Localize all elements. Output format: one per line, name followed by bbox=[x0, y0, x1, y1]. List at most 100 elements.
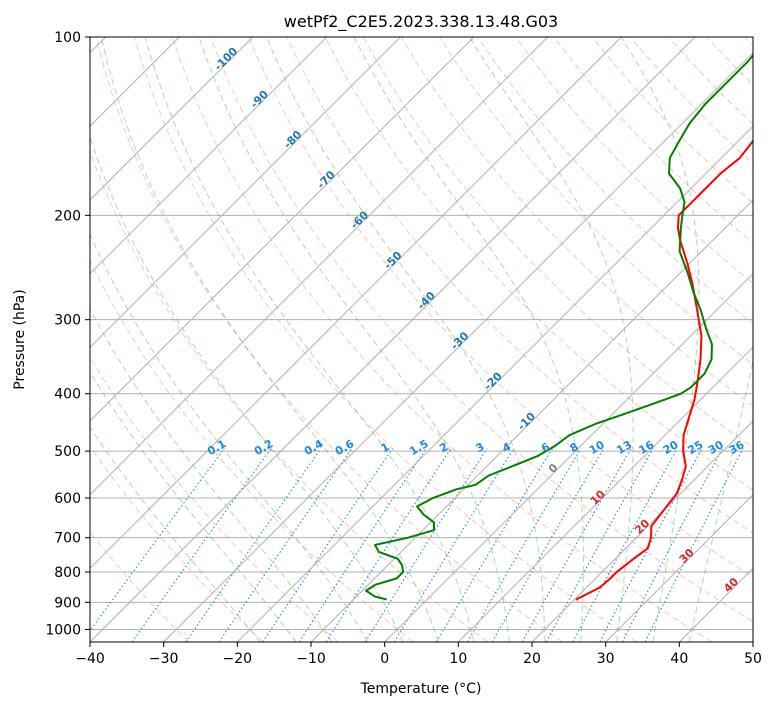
mixing-ratio-line bbox=[572, 448, 678, 642]
isotherm-label: -70 bbox=[315, 168, 338, 191]
isotherm-label: -60 bbox=[348, 208, 371, 231]
isotherm-line bbox=[90, 37, 401, 349]
mixing-ratio-label: 1.5 bbox=[407, 437, 430, 458]
x-tick-label: −20 bbox=[223, 651, 253, 667]
isotherm-label: 10 bbox=[588, 487, 608, 507]
mixing-ratio-label: 13 bbox=[614, 438, 634, 457]
mixing-ratio-line bbox=[218, 448, 353, 642]
x-tick-label: 10 bbox=[449, 651, 467, 667]
dewpoint-line bbox=[365, 53, 753, 601]
isotherm-label: 20 bbox=[632, 517, 652, 537]
mixing-ratio-label: 0.1 bbox=[205, 437, 228, 458]
moist-adiabat bbox=[90, 370, 297, 642]
y-tick-label: 900 bbox=[54, 595, 81, 611]
moist-adiabat bbox=[100, 37, 439, 642]
isotherm-line bbox=[163, 51, 753, 642]
mixing-ratio-line bbox=[435, 448, 553, 642]
skewed-isotherms bbox=[90, 37, 753, 642]
isotherm-label: -30 bbox=[448, 329, 471, 352]
isotherm-line bbox=[678, 567, 753, 642]
dry-adiabat bbox=[133, 37, 638, 642]
isotherm-label: -100 bbox=[212, 44, 241, 73]
y-axis: 100 200 300 400 500 600 700 800 900 1000 bbox=[45, 30, 90, 638]
mixing-ratio-label: 20 bbox=[661, 438, 681, 457]
isotherm-line bbox=[531, 420, 753, 642]
mixing-ratio-line bbox=[185, 448, 322, 642]
plot-frame bbox=[89, 36, 754, 643]
y-tick-label: 100 bbox=[54, 30, 81, 46]
dry-adiabat bbox=[210, 37, 753, 623]
isotherm-label: 30 bbox=[677, 546, 697, 566]
x-tick-label: 0 bbox=[380, 651, 389, 667]
isotherm-line bbox=[90, 37, 254, 201]
mixing-ratio-label: 16 bbox=[637, 438, 657, 457]
moist-adiabat bbox=[90, 308, 333, 642]
mixing-ratio-line bbox=[90, 448, 225, 632]
x-tick-label: 50 bbox=[744, 651, 762, 667]
mixing-ratio-line bbox=[325, 448, 452, 642]
y-tick-label: 1000 bbox=[45, 622, 81, 638]
mixing-ratio-label: 36 bbox=[727, 438, 747, 457]
x-tick-label: 30 bbox=[597, 651, 615, 667]
mixing-ratio-line bbox=[621, 448, 723, 642]
dry-adiabat bbox=[286, 37, 753, 534]
mixing-ratio-line bbox=[467, 448, 582, 642]
mixing-ratio-label: 1 bbox=[379, 440, 392, 455]
y-axis-title: Pressure (hPa) bbox=[12, 289, 28, 389]
dry-adiabats bbox=[90, 37, 753, 642]
chart-title: wetPf2_C2E5.2023.338.13.48.G03 bbox=[284, 12, 558, 32]
isotherm-line bbox=[90, 37, 475, 422]
y-tick-label: 400 bbox=[54, 387, 81, 403]
isotherm-line bbox=[236, 125, 753, 642]
dry-adiabat bbox=[95, 37, 563, 642]
dry-adiabat bbox=[706, 37, 753, 86]
x-tick-label: −40 bbox=[75, 651, 105, 667]
isotherm-label: -90 bbox=[248, 87, 271, 110]
moist-adiabat bbox=[90, 135, 404, 642]
x-tick-label: 40 bbox=[670, 651, 688, 667]
y-tick-label: 800 bbox=[54, 565, 81, 581]
dry-adiabat bbox=[90, 259, 414, 642]
y-tick-label: 500 bbox=[54, 444, 81, 460]
moist-adiabat bbox=[620, 37, 700, 642]
moist-adiabat bbox=[90, 426, 261, 642]
isotherm-label: -50 bbox=[381, 249, 404, 272]
dry-adiabat bbox=[90, 150, 488, 642]
moist-adiabat bbox=[90, 233, 369, 642]
isotherm-line bbox=[752, 641, 753, 642]
isotherm-line bbox=[605, 493, 753, 642]
mixing-ratio-label: 0.4 bbox=[302, 437, 326, 458]
x-axis: −40 −30 −20 −10 0 10 20 30 40 50 bbox=[75, 642, 762, 667]
moist-adiabat bbox=[144, 37, 475, 642]
isotherm-line bbox=[90, 37, 696, 642]
y-tick-label: 700 bbox=[54, 531, 81, 547]
dry-adiabat bbox=[324, 37, 753, 491]
moist-adiabats bbox=[90, 37, 753, 642]
x-tick-label: −30 bbox=[149, 651, 179, 667]
y-tick-label: 300 bbox=[54, 313, 81, 329]
mixing-ratio-line bbox=[491, 448, 605, 642]
mixing-ratio-line bbox=[364, 448, 488, 642]
dry-adiabat bbox=[744, 37, 753, 47]
dry-adiabat bbox=[171, 37, 712, 642]
isotherm-line bbox=[384, 272, 753, 642]
mixing-ratio-label: 0.2 bbox=[252, 437, 275, 458]
mixing-ratio-line bbox=[393, 448, 515, 642]
pressure-gridlines bbox=[90, 37, 753, 630]
isotherm-label: -40 bbox=[415, 289, 438, 312]
temperature-line bbox=[575, 139, 753, 601]
moist-adiabat bbox=[353, 37, 584, 642]
x-axis-title: Temperature (°C) bbox=[360, 681, 482, 697]
dry-adiabat bbox=[553, 37, 753, 244]
isotherm-label: -10 bbox=[515, 410, 538, 433]
mixing-ratio-label: 3 bbox=[473, 440, 486, 455]
y-tick-label: 600 bbox=[54, 491, 81, 507]
isotherm-line bbox=[90, 37, 328, 275]
mixing-ratio-line bbox=[298, 448, 427, 642]
mixing-ratio-line bbox=[599, 448, 703, 642]
isotherm-label: -20 bbox=[482, 369, 505, 392]
mixing-ratio-line bbox=[644, 448, 744, 642]
mixing-ratio-label: 0.6 bbox=[333, 437, 357, 458]
mixing-ratio-label: 30 bbox=[706, 438, 726, 457]
